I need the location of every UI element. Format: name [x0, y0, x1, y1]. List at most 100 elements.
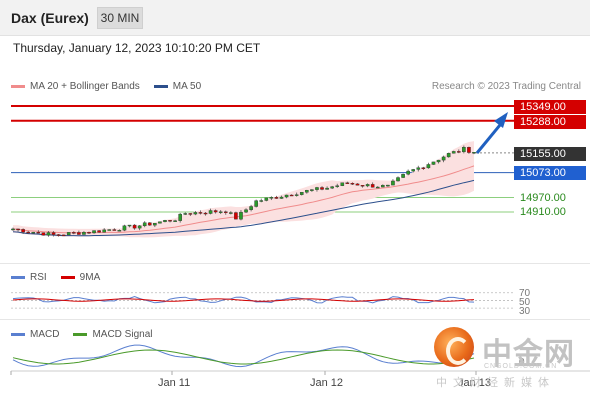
candle-body	[264, 197, 269, 201]
candle-body	[122, 225, 127, 231]
candle-body	[147, 222, 152, 226]
legend-label: 9MA	[79, 272, 101, 283]
instrument-title: Dax (Eurex)	[11, 10, 89, 26]
candle-body	[431, 161, 436, 165]
candle-body	[178, 213, 182, 221]
watermark-sub: 中文财经新媒体	[436, 376, 555, 389]
candle-body	[132, 224, 137, 229]
candle-body	[56, 234, 61, 236]
candle-body	[127, 224, 132, 227]
candle-body	[239, 211, 243, 220]
legend-item-macd: MACD	[11, 329, 59, 340]
projection-arrow-line	[475, 124, 502, 154]
price-label-current: 15155.00	[514, 147, 586, 161]
candle-body	[92, 230, 96, 234]
candle-body	[168, 220, 172, 222]
candle-body	[142, 222, 147, 227]
candle-body	[21, 229, 25, 233]
candle-body	[31, 231, 36, 234]
candle-body	[82, 232, 86, 235]
candle-body	[446, 153, 451, 158]
candle-body	[305, 190, 309, 193]
candle-body	[244, 209, 248, 213]
chart-datetime: Thursday, January 12, 2023 10:10:20 PM C…	[13, 41, 261, 55]
legend-label: MACD	[30, 329, 60, 340]
legend-swatch-icon	[11, 85, 25, 88]
rsi-legend: RSI 9MA	[11, 272, 114, 283]
candle-body	[77, 232, 81, 235]
candle-body	[421, 167, 426, 169]
candle-body	[411, 169, 416, 172]
candle-body	[467, 147, 471, 153]
candle-body	[153, 223, 157, 226]
watermark-cn: 中金网	[482, 337, 575, 372]
candle-body	[462, 147, 466, 153]
candle-body	[71, 232, 76, 234]
watermark: 中金网 CNGOLD.COM.CN 中文财经新媒体	[432, 327, 582, 389]
candle-body	[451, 151, 456, 154]
panel-divider	[0, 263, 590, 264]
candle-body	[289, 194, 294, 197]
candle-body	[173, 220, 177, 222]
watermark-en: CNGOLD.COM.CN	[484, 363, 558, 370]
candle-body	[193, 212, 198, 215]
candle-body	[391, 180, 395, 186]
candle-body	[294, 194, 299, 196]
candle-body	[365, 184, 370, 187]
candle-body	[117, 230, 122, 232]
header-bar: Dax (Eurex) 30 MIN	[0, 0, 590, 36]
candle-body	[299, 192, 304, 195]
ma50-line	[12, 179, 475, 237]
candle-body	[218, 211, 223, 213]
legend-item-9ma: 9MA	[60, 272, 101, 283]
panel-divider	[0, 319, 590, 320]
candle-body	[457, 151, 461, 153]
legend-swatch-icon	[73, 333, 88, 336]
candle-body	[325, 187, 329, 190]
candle-body	[188, 213, 193, 215]
candle-body	[320, 187, 324, 190]
candle-body	[208, 210, 213, 214]
candle-body	[401, 174, 405, 178]
candle-body	[370, 184, 375, 188]
rsi-9ma-line	[12, 298, 475, 302]
candle-body	[416, 167, 421, 170]
legend-swatch-icon	[11, 276, 25, 279]
candle-body	[330, 186, 334, 189]
timeframe-button[interactable]: 30 MIN	[97, 7, 143, 29]
legend-label: MACD Signal	[92, 329, 153, 340]
bollinger-band	[13, 141, 474, 238]
candle-body	[284, 194, 289, 198]
candle-body	[436, 159, 441, 163]
legend-swatch-icon	[153, 85, 168, 88]
candle-body	[213, 210, 218, 213]
x-label-jan13: Jan 13	[458, 377, 492, 389]
rsi-line	[12, 295, 475, 304]
price-label-pivot: 15073.00	[514, 166, 586, 180]
candle-body	[234, 212, 238, 220]
candle-body	[97, 230, 101, 233]
candle-body	[198, 212, 203, 214]
candle-body	[360, 185, 365, 187]
price-label-resistance-2: 15349.00	[514, 100, 586, 114]
candle-body	[340, 182, 345, 186]
candle-body	[406, 170, 410, 175]
legend-item-ma50: MA 50	[153, 81, 201, 92]
macd-signal-line	[12, 349, 475, 365]
macd-line	[12, 344, 475, 368]
candle-body	[441, 156, 446, 161]
candle-body	[269, 197, 274, 199]
candle-body	[223, 211, 228, 213]
price-label-resistance-1: 15288.00	[514, 115, 586, 129]
candle-body	[229, 212, 233, 214]
candle-body	[274, 197, 279, 199]
candle-body	[472, 152, 476, 154]
candle-body	[426, 164, 431, 169]
candle-body	[335, 185, 340, 187]
candle-body	[36, 231, 41, 234]
main-legend: MA 20 + Bollinger Bands MA 50	[11, 81, 215, 92]
cngold-logo-icon	[434, 327, 474, 367]
candle-body	[46, 232, 51, 236]
legend-label: RSI	[30, 272, 47, 283]
